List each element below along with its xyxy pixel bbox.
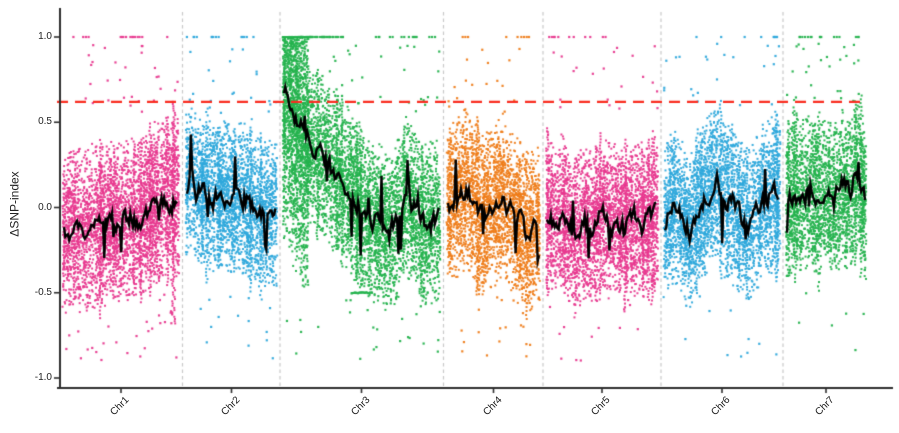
chart-canvas (0, 0, 899, 433)
delta-snp-index-plot: ΔSNP-index 1.0 0.5 0.0 -0.5 -1.0 Chr1 Chr2 Chr3… (0, 0, 899, 433)
